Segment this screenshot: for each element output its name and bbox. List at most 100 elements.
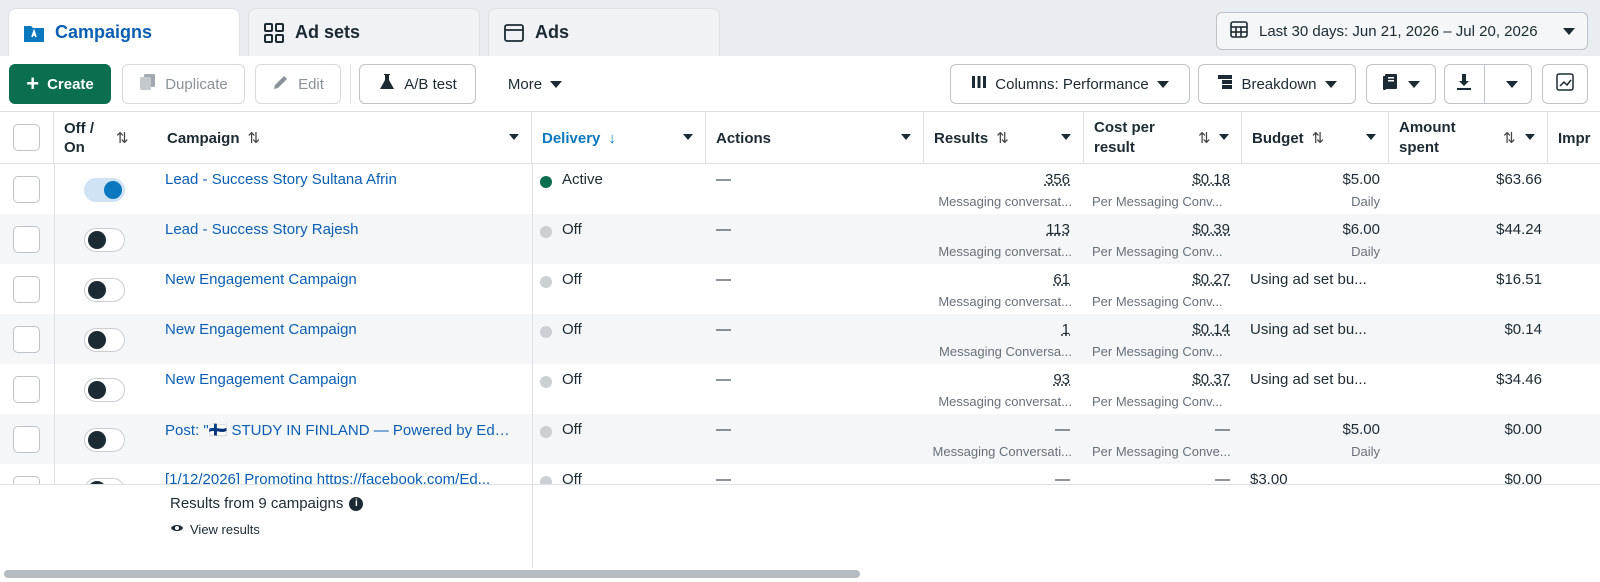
campaign-name-link[interactable]: New Engagement Campaign (165, 371, 357, 388)
chevron-down-icon (683, 134, 693, 140)
header-cost-per-result[interactable]: Cost per result ⇅ (1084, 112, 1242, 164)
results-type: Messaging conversat... (938, 394, 1072, 409)
header-campaign[interactable]: Campaign ⇅ (155, 112, 532, 164)
tab-ads[interactable]: Ads (488, 8, 720, 56)
toolbar-divider (350, 64, 351, 104)
calendar-icon (1229, 19, 1249, 43)
columns-label: Columns: Performance (995, 75, 1149, 93)
row-checkbox[interactable] (13, 176, 40, 203)
table-row[interactable]: Lead - Success Story Sultana Afrin Active… (0, 164, 1600, 214)
header-budget[interactable]: Budget ⇅ (1242, 112, 1389, 164)
cost-per-result-value[interactable]: — (1215, 471, 1230, 488)
campaign-toggle[interactable] (84, 428, 125, 452)
cost-per-result-value[interactable]: $0.37 (1192, 371, 1230, 388)
breakdown-button[interactable]: Breakdown (1198, 64, 1356, 104)
table-row[interactable]: Post: "🇫🇮 STUDY IN FINLAND — Powered by … (0, 414, 1600, 464)
delivery-status-dot (540, 376, 552, 388)
ab-test-button[interactable]: A/B test (359, 64, 476, 104)
header-impressions[interactable]: Impr (1548, 112, 1600, 164)
charts-button[interactable] (1542, 64, 1588, 104)
view-results-link[interactable]: View results (170, 521, 260, 538)
duplicate-button[interactable]: Duplicate (122, 64, 245, 104)
campaign-toggle[interactable] (84, 178, 125, 202)
campaign-name-link[interactable]: New Engagement Campaign (165, 321, 357, 338)
cost-per-result-value[interactable]: $0.27 (1192, 271, 1230, 288)
row-checkbox[interactable] (13, 376, 40, 403)
toggle-knob (88, 281, 106, 299)
header-delivery[interactable]: Delivery ↓ (532, 112, 706, 164)
header-results[interactable]: Results ⇅ (924, 112, 1084, 164)
table-row[interactable]: Lead - Success Story Rajesh Off — 113 Messag… (0, 214, 1600, 264)
chevron-down-icon (1156, 80, 1169, 88)
campaign-name-link[interactable]: Lead - Success Story Sultana Afrin (165, 171, 397, 188)
edit-button[interactable]: Edit (255, 64, 341, 104)
delivery-status-dot (540, 326, 552, 338)
download-icon (1455, 73, 1473, 95)
select-all-checkbox[interactable] (13, 124, 40, 151)
row-checkbox[interactable] (13, 326, 40, 353)
results-value[interactable]: 113 (1046, 221, 1070, 238)
cost-per-result-value[interactable]: $0.14 (1192, 321, 1230, 338)
campaign-name-link[interactable]: Lead - Success Story Rajesh (165, 221, 359, 238)
budget-value[interactable]: $5.00 (1342, 171, 1380, 188)
results-value[interactable]: — (1055, 471, 1070, 488)
budget-value[interactable]: Using ad set bu... (1250, 371, 1367, 388)
cost-per-result-value[interactable]: — (1215, 421, 1230, 438)
duplicate-icon (139, 73, 157, 95)
budget-value[interactable]: $5.00 (1342, 421, 1380, 438)
delivery-status: Off (562, 221, 582, 238)
header-off-on[interactable]: Off / On ⇅ (54, 112, 155, 164)
export-button-group (1444, 64, 1532, 104)
cost-per-result-value[interactable]: $0.39 (1192, 221, 1230, 238)
campaign-toggle[interactable] (84, 228, 125, 252)
delivery-status-dot (540, 426, 552, 438)
cost-per-result-type: Per Messaging Conv... (1092, 344, 1223, 359)
results-value[interactable]: 61 (1053, 271, 1070, 288)
table-row[interactable]: New Engagement Campaign Off — 61 Messaging c… (0, 264, 1600, 314)
cost-per-result-value[interactable]: $0.18 (1192, 171, 1230, 188)
table-row[interactable]: New Engagement Campaign Off — 93 Messaging c… (0, 364, 1600, 414)
date-range-label: Last 30 days: Jun 21, 2026 – Jul 20, 202… (1259, 22, 1538, 40)
results-value[interactable]: 1 (1061, 321, 1070, 338)
results-value[interactable]: — (1055, 421, 1070, 438)
campaign-name-link[interactable]: New Engagement Campaign (165, 271, 357, 288)
row-checkbox[interactable] (13, 276, 40, 303)
campaign-toggle[interactable] (84, 378, 125, 402)
row-checkbox[interactable] (13, 226, 40, 253)
more-button[interactable]: More (490, 64, 580, 104)
create-button[interactable]: + Create (9, 64, 111, 104)
cost-per-result-type: Per Messaging Conve... (1092, 444, 1231, 459)
budget-value[interactable]: Using ad set bu... (1250, 271, 1367, 288)
horizontal-scrollbar[interactable] (4, 570, 860, 578)
tab-campaigns[interactable]: Campaigns (8, 8, 240, 56)
budget-value[interactable]: Using ad set bu... (1250, 321, 1367, 338)
info-icon[interactable]: i (349, 496, 364, 511)
download-button[interactable] (1445, 65, 1485, 103)
export-dropdown-button[interactable] (1493, 65, 1531, 103)
row-checkbox[interactable] (13, 426, 40, 453)
header-label: Off / On (64, 120, 94, 156)
columns-button[interactable]: Columns: Performance (950, 64, 1190, 104)
tab-ad-sets[interactable]: Ad sets (248, 8, 480, 56)
results-footer: Results from 9 campaigns i View results (0, 484, 1600, 571)
date-range-picker[interactable]: Last 30 days: Jun 21, 2026 – Jul 20, 202… (1216, 12, 1588, 50)
sort-icon: ⇅ (116, 130, 129, 147)
header-amount-spent[interactable]: Amount spent ⇅ (1389, 112, 1548, 164)
results-value[interactable]: 356 (1044, 171, 1070, 188)
reports-button[interactable] (1366, 64, 1436, 104)
header-label: Campaign (167, 129, 240, 147)
results-value[interactable]: 93 (1053, 371, 1070, 388)
delivery-status: Off (562, 271, 582, 288)
budget-period: Daily (1351, 194, 1380, 209)
campaign-toggle[interactable] (84, 328, 125, 352)
campaign-toggle[interactable] (84, 278, 125, 302)
breakdown-icon (1217, 74, 1233, 94)
budget-value[interactable]: $6.00 (1342, 221, 1380, 238)
campaign-name-link[interactable]: Post: "🇫🇮 STUDY IN FINLAND — Powered by … (165, 422, 515, 439)
actions-value: — (716, 221, 731, 238)
more-label: More (507, 75, 543, 93)
toolbar: + Create Duplicate Edit A/B test More Co… (0, 56, 1600, 112)
table-row[interactable]: New Engagement Campaign Off — 1 Messaging Co… (0, 314, 1600, 364)
sort-icon: ⇅ (996, 130, 1009, 147)
header-actions[interactable]: Actions (706, 112, 924, 164)
